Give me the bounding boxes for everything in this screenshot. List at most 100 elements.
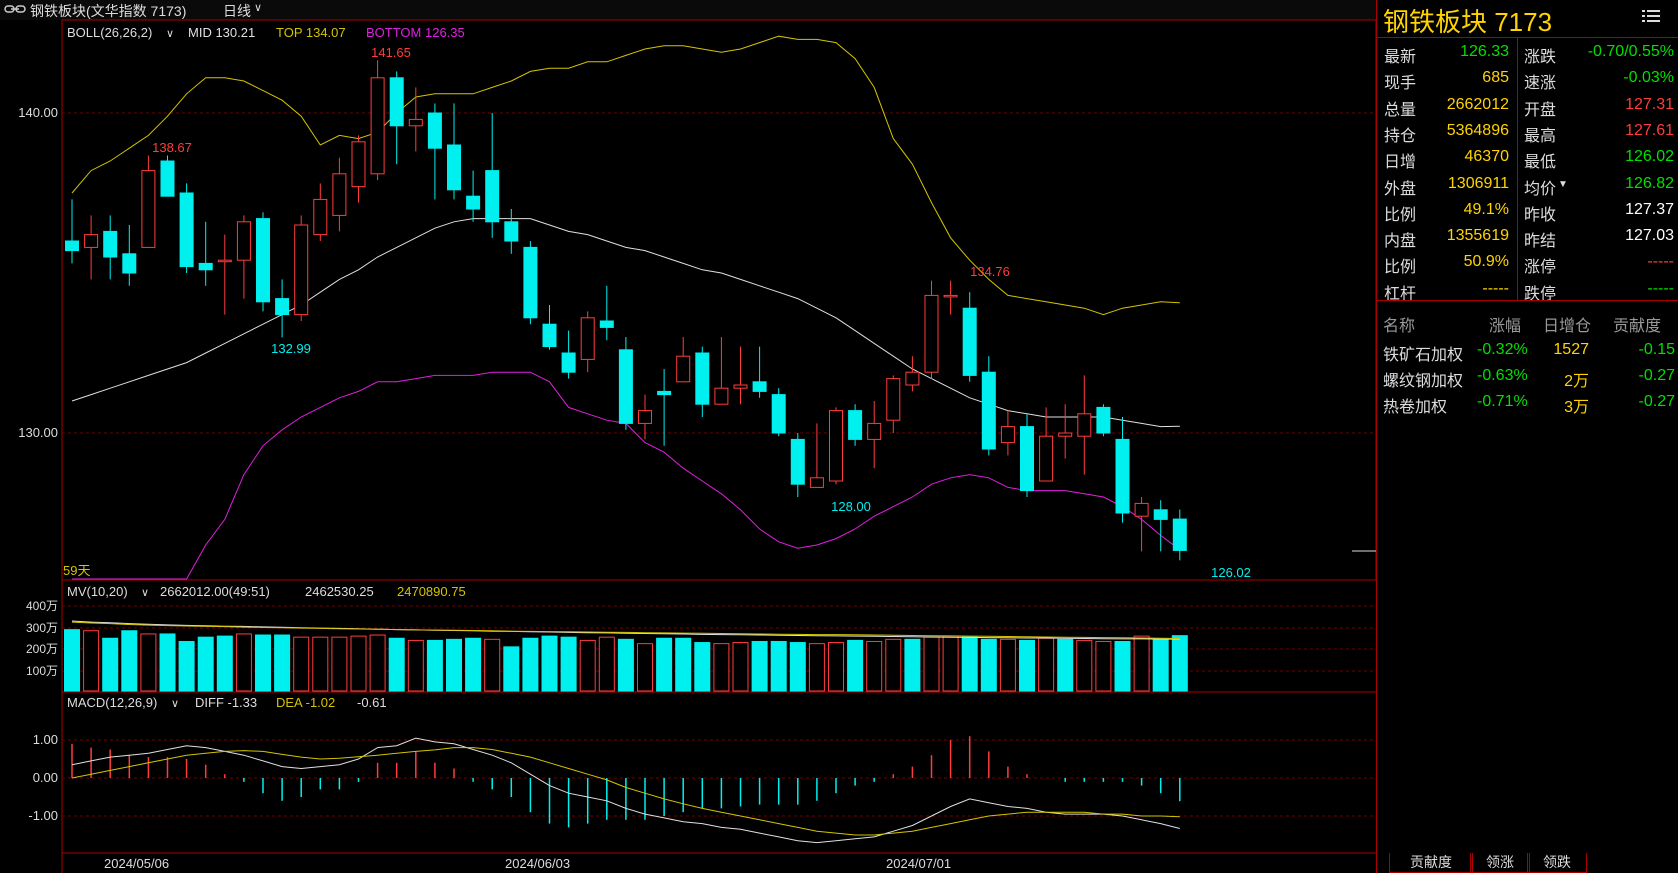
quote-label: 最高 <box>1524 127 1557 145</box>
candle-body <box>408 118 423 127</box>
annotation-low-2: 128.00 <box>831 499 871 514</box>
tab-contribution[interactable]: 贡献度 <box>1389 853 1473 873</box>
candlestick <box>256 212 270 312</box>
volume-bar <box>732 642 749 692</box>
contrib-header-change[interactable]: 涨幅 <box>1489 318 1522 335</box>
macd-tick-1: 1.00 <box>33 732 58 747</box>
period-selector[interactable]: 日线 <box>223 3 251 19</box>
boll-dropdown-icon[interactable]: ∨ <box>166 28 174 40</box>
candlestick <box>103 215 118 280</box>
candlestick <box>1172 509 1187 561</box>
quote-row-right: 最低 126.02 <box>1524 148 1674 174</box>
quote-value: 127.03 <box>1625 227 1674 245</box>
macd-legend-name[interactable]: MACD(12,26,9) <box>67 695 157 710</box>
volume-bar <box>1076 639 1093 692</box>
quote-row-right: 昨结 127.03 <box>1524 227 1674 253</box>
volume-bar <box>274 634 291 692</box>
candle-body <box>236 221 251 261</box>
volume-bar <box>961 636 978 692</box>
candle-body <box>618 349 633 424</box>
candlestick <box>122 225 137 286</box>
price-tick-140: 140.00 <box>18 105 58 120</box>
candle-body <box>1000 426 1015 444</box>
contrib-header-oi[interactable]: 日增仓 <box>1543 318 1592 335</box>
contrib-oi: 2万 <box>1564 373 1589 390</box>
volume-bar <box>503 646 520 692</box>
tab-top-losers[interactable]: 领跌 <box>1527 853 1587 873</box>
candlestick <box>1039 407 1054 482</box>
period-dropdown-icon[interactable]: ∨ <box>254 2 263 14</box>
candle-body <box>217 259 232 263</box>
candlestick <box>867 401 882 469</box>
annotation-high-3: 134.76 <box>970 264 1010 279</box>
quote-label: 跌停 <box>1524 285 1557 303</box>
volume-bar <box>159 633 176 692</box>
instrument-title: 钢铁板块(文华指数 7173) <box>30 3 187 19</box>
tab-top-gainers[interactable]: 领涨 <box>1470 853 1530 873</box>
boll-lines <box>71 35 1181 580</box>
candle-body <box>657 390 672 396</box>
candle-body <box>84 234 99 248</box>
candlestick <box>84 215 99 280</box>
quote-row-right: 昨收 127.37 <box>1524 201 1674 227</box>
quote-value: 685 <box>1482 69 1509 87</box>
link-icon[interactable] <box>4 2 26 16</box>
volume-bar <box>1038 637 1055 692</box>
volume-bar <box>1019 639 1035 692</box>
candle-body <box>65 240 79 252</box>
volume-bar <box>83 630 100 692</box>
quote-label: 涨跌 <box>1524 49 1557 66</box>
contrib-table-row[interactable]: 铁矿石加权 -0.32% 1527 -0.15 <box>1377 341 1678 367</box>
candle-body <box>1039 435 1054 482</box>
contrib-table-row[interactable]: 螺纹钢加权 -0.63% 2万 -0.27 <box>1377 367 1678 393</box>
candlestick <box>733 346 748 405</box>
quote-value: 126.33 <box>1460 43 1509 60</box>
candle-body <box>523 246 538 319</box>
kline-chart[interactable]: 140.00 130.00 BOLL(26,26,2) ∨ MID 130.21… <box>0 0 1376 873</box>
candle-body <box>676 355 691 383</box>
quote-label: 速涨 <box>1524 75 1557 93</box>
volume-bar <box>923 636 940 692</box>
quote-title: 钢铁板块 7173 <box>1383 7 1553 37</box>
contrib-header-name[interactable]: 名称 <box>1383 318 1416 335</box>
candlestick <box>905 356 920 392</box>
candle-body <box>485 170 500 223</box>
quote-value: 2662012 <box>1446 95 1509 113</box>
quote-title-divider <box>1377 37 1678 38</box>
contrib-table-row[interactable]: 热卷加权 -0.71% 3万 -0.27 <box>1377 393 1678 419</box>
contrib-header-contrib[interactable]: 贡献度 <box>1613 318 1662 335</box>
volume-bar <box>102 637 119 692</box>
quote-row-left: 外盘 1306911 <box>1384 175 1509 201</box>
volume-bar <box>656 637 673 692</box>
macd-series[interactable] <box>71 736 1181 844</box>
macd-dropdown-icon[interactable]: ∨ <box>171 698 179 710</box>
candlestick <box>848 404 863 446</box>
candle-body <box>1115 438 1130 514</box>
boll-legend-name[interactable]: BOLL(26,26,2) <box>67 25 152 40</box>
volume-bar <box>694 642 711 692</box>
volume-bar <box>522 637 539 692</box>
candle-body <box>103 230 118 258</box>
contrib-value: -0.27 <box>1638 393 1675 410</box>
quote-value: 5364896 <box>1446 121 1509 139</box>
avg-price-dropdown-icon[interactable]: ▼ <box>1558 178 1568 190</box>
boll-bottom-label: BOTTOM 126.35 <box>366 25 465 40</box>
candle-body <box>848 410 863 440</box>
quote-row-left: 最新 126.33 <box>1384 43 1509 69</box>
candle-body <box>771 394 786 434</box>
menu-list-icon[interactable] <box>1642 8 1660 24</box>
annotation-high-1: 138.67 <box>152 140 192 155</box>
volume-bars[interactable] <box>64 620 1188 692</box>
vol-dropdown-icon[interactable]: ∨ <box>141 587 149 599</box>
vol-ma10-line <box>71 620 1180 640</box>
volume-bar <box>350 635 367 692</box>
vol-legend-name[interactable]: MV(10,20) <box>67 584 128 599</box>
quote-label: 持仓 <box>1384 127 1417 145</box>
candlestick <box>294 215 309 321</box>
candlestick <box>427 103 442 200</box>
boll-top-line <box>71 35 1180 316</box>
volume-bar <box>1057 638 1074 692</box>
candle-body <box>1153 509 1168 520</box>
candlesticks[interactable] <box>65 60 1187 561</box>
volume-bar <box>484 638 501 692</box>
